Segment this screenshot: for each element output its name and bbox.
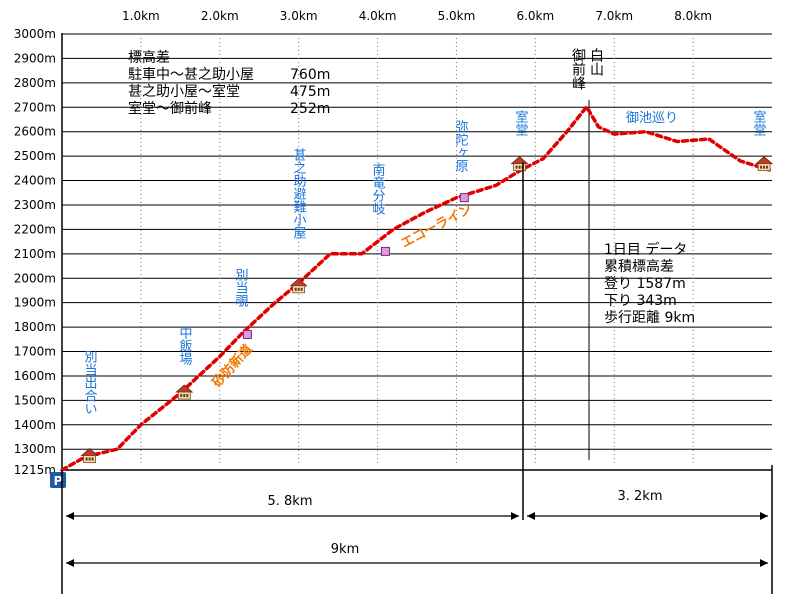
y-tick-label: 2700m bbox=[14, 100, 56, 114]
trail-echo-line: エコーライン bbox=[399, 202, 475, 252]
hut-icon bbox=[175, 384, 194, 400]
day-line-4: 歩行距離 9km bbox=[604, 309, 695, 326]
x-axis-ticks: 1.0km 2.0km 3.0km 4.0km 5.0km 6.0km 7.0km 8.0km bbox=[122, 9, 712, 23]
peak-hakusan: 白山 bbox=[588, 48, 604, 76]
y-tick-label: 1215m bbox=[14, 463, 56, 477]
day-line-3: 下り 343m bbox=[604, 293, 677, 309]
y-tick-label: 2300m bbox=[14, 198, 56, 212]
elevation-line-3: 室堂〜御前峰 bbox=[128, 100, 212, 117]
segment-2-distance: 3. 2km bbox=[618, 489, 663, 504]
y-tick-label: 1600m bbox=[14, 369, 56, 383]
day-data-note: 1日目 データ 累積標高差 登り 1587m 下り 343m 歩行距離 9km bbox=[604, 241, 695, 326]
place-jinnosuke-hut: 甚之助避難小屋 bbox=[291, 148, 307, 240]
waypoint-marker bbox=[242, 329, 252, 339]
x-tick-label: 1.0km bbox=[122, 9, 160, 23]
elevation-value-2: 475m bbox=[290, 84, 330, 100]
hut-icon bbox=[80, 448, 99, 463]
parking-label: P bbox=[54, 474, 63, 488]
y-tick-label: 1700m bbox=[14, 345, 56, 359]
hut-icon bbox=[755, 156, 774, 172]
place-murodo-1: 室堂 bbox=[513, 109, 529, 136]
y-tick-label: 2500m bbox=[14, 149, 56, 163]
hut-icon bbox=[289, 278, 308, 294]
day-line-2: 登り 1587m bbox=[604, 276, 686, 292]
total-distance: 9km bbox=[331, 542, 359, 557]
x-tick-label: 5.0km bbox=[438, 9, 476, 23]
elevation-difference-note: 標高差 駐車中〜甚之助小屋 甚之助小屋〜室堂 室堂〜御前峰 760m 475m … bbox=[128, 49, 330, 117]
y-tick-label: 1800m bbox=[14, 320, 56, 334]
place-chuhanba: 中飯場 bbox=[177, 326, 193, 365]
segment-1-distance: 5. 8km bbox=[268, 494, 313, 509]
distance-brackets: 5. 8km 3. 2km 9km bbox=[61, 162, 773, 594]
y-tick-label: 2200m bbox=[14, 222, 56, 236]
y-axis-ticks: 3000m 2900m 2800m 2700m 2600m 2500m 2400m 2300m… bbox=[14, 27, 56, 477]
x-tick-label: 6.0km bbox=[516, 9, 554, 23]
trail-sabo-shindo: 砂防新道 bbox=[208, 341, 255, 391]
y-tick-label: 3000m bbox=[14, 27, 56, 41]
elevation-title: 標高差 bbox=[128, 49, 170, 66]
y-tick-label: 2100m bbox=[14, 247, 56, 261]
waypoint-marker bbox=[459, 193, 469, 203]
day-title: 1日目 データ bbox=[604, 241, 687, 258]
y-tick-label: 2800m bbox=[14, 76, 56, 90]
waypoint-marker bbox=[380, 246, 390, 256]
place-betto-deai: 別当出合い bbox=[82, 350, 98, 415]
elevation-value-3: 252m bbox=[290, 101, 330, 117]
place-betto-nozoki: 別当覗 bbox=[233, 268, 249, 308]
elevation-value-1: 760m bbox=[290, 67, 330, 83]
x-tick-label: 8.0km bbox=[674, 9, 712, 23]
y-tick-label: 2900m bbox=[14, 51, 56, 65]
grid-lines bbox=[62, 33, 772, 471]
hut-icon bbox=[510, 156, 529, 172]
place-murodo-2: 室堂 bbox=[751, 109, 767, 136]
y-tick-label: 1900m bbox=[14, 296, 56, 310]
x-tick-label: 3.0km bbox=[280, 9, 318, 23]
y-tick-label: 2600m bbox=[14, 125, 56, 139]
y-tick-label: 1500m bbox=[14, 393, 56, 407]
y-tick-label: 2400m bbox=[14, 174, 56, 188]
elevation-line-2: 甚之助小屋〜室堂 bbox=[128, 83, 240, 100]
y-tick-label: 1300m bbox=[14, 442, 56, 456]
y-tick-label: 1400m bbox=[14, 418, 56, 432]
route-markers bbox=[80, 156, 774, 463]
x-tick-label: 7.0km bbox=[595, 9, 633, 23]
elevation-line-1: 駐車中〜甚之助小屋 bbox=[128, 66, 254, 83]
place-midagahara: 弥陀ヶ原 bbox=[453, 119, 469, 172]
place-nanryu-junction: 南竜分岐 bbox=[370, 162, 386, 215]
peak-gozengamine: 御前峰 bbox=[570, 48, 586, 90]
x-tick-label: 4.0km bbox=[359, 9, 397, 23]
place-oike: 御池巡り bbox=[626, 111, 678, 126]
x-tick-label: 2.0km bbox=[201, 9, 239, 23]
day-line-1: 累積標高差 bbox=[604, 258, 674, 275]
y-tick-label: 2000m bbox=[14, 271, 56, 285]
